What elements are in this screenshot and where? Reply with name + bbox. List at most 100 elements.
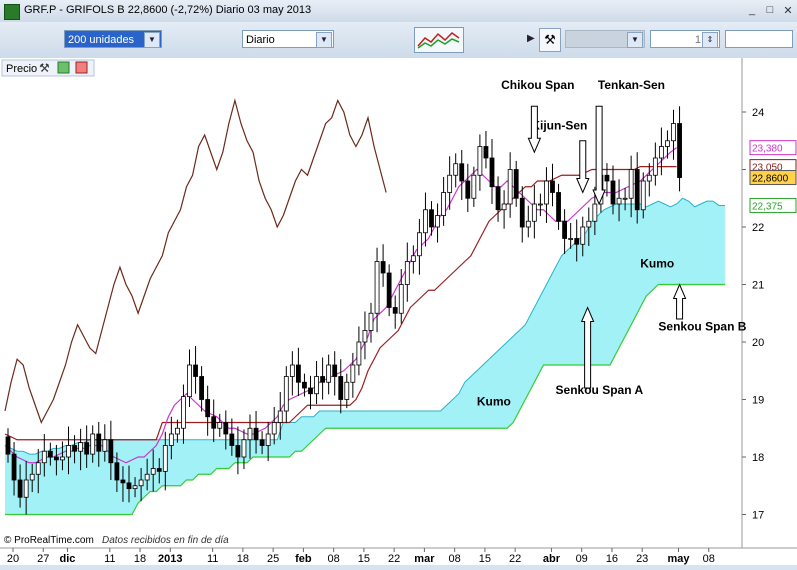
candle-body	[114, 462, 120, 481]
minimize-button[interactable]: _	[748, 4, 756, 16]
candle-body	[162, 445, 168, 472]
indicators-icon	[417, 32, 460, 49]
candle-body	[60, 456, 65, 461]
price-label-box	[749, 140, 797, 156]
period-select[interactable]: Diario ▼	[242, 30, 334, 48]
wrench-icon[interactable]: ⚒	[539, 28, 561, 52]
candle-body	[174, 427, 180, 435]
annotation-label: Senkou Span A	[556, 383, 644, 397]
stepper-arrows-icon[interactable]: ⇕	[702, 32, 718, 48]
candle-body	[568, 238, 574, 240]
candle-body	[471, 174, 477, 199]
candle-body	[659, 146, 664, 159]
x-tick-label: 25	[267, 553, 279, 565]
chevron-down-icon[interactable]: ▼	[316, 32, 332, 48]
window-title: GRF.P - GRIFOLS B 22,8600 (-2,72%) Diari…	[24, 4, 312, 16]
candle-body	[519, 197, 525, 228]
candle-body	[531, 203, 537, 222]
candle-body	[652, 157, 658, 176]
candle-body	[544, 180, 549, 205]
candle-body	[477, 146, 483, 176]
play-icon[interactable]: ▶	[527, 33, 535, 44]
candle-body	[217, 422, 223, 429]
candle-body	[295, 364, 301, 383]
close-button[interactable]: ✕	[783, 5, 793, 17]
candle-body	[525, 220, 531, 228]
chart-area[interactable]: 17 18 19 20 21 22 23 24 20 27 dic 11 18 2013 11 18 25 feb…	[0, 58, 797, 565]
candle-body	[102, 439, 108, 452]
candle-body	[453, 163, 459, 176]
remove-indicator-icon[interactable]	[75, 61, 88, 74]
price-label-box	[749, 170, 797, 186]
annotation-label: Tenkan-Sen	[598, 78, 665, 92]
y-tick-label: 19	[752, 395, 764, 407]
candle-body	[5, 436, 11, 455]
price-label-text: 23,050	[752, 163, 783, 174]
candle-body	[41, 450, 47, 464]
candle-body	[241, 439, 247, 458]
candle-body	[646, 174, 652, 182]
candle-body	[229, 433, 235, 446]
candle-body	[465, 180, 471, 199]
x-tick-label: abr	[543, 553, 561, 565]
y-tick-label: 17	[752, 510, 764, 522]
annotation-label: Senkou Span B	[658, 320, 746, 334]
candle-body	[398, 284, 404, 314]
candle-body	[181, 396, 186, 429]
x-tick-label: 2013	[158, 553, 182, 565]
x-tick-label: 27	[37, 553, 49, 565]
x-tick-label: 22	[388, 553, 400, 565]
candle-body	[435, 215, 440, 228]
price-chart[interactable]: 17 18 19 20 21 22 23 24 20 27 dic 11 18 2013 11 18 25 feb…	[0, 58, 797, 565]
units-select[interactable]: 200 unidades ▼	[64, 30, 162, 48]
price-label-text: 23,380	[752, 144, 783, 155]
candle-body	[392, 307, 398, 314]
price-label-text: 22,8600	[752, 174, 789, 185]
candle-body	[459, 163, 465, 182]
annotation-label: Chikou Span	[501, 78, 574, 92]
candle-body	[168, 433, 174, 446]
x-tick-label: 15	[358, 553, 370, 565]
candle-body	[205, 399, 211, 418]
x-tick-label: 22	[509, 553, 521, 565]
candle-body	[253, 427, 259, 441]
candle-body	[132, 485, 138, 490]
kumo-fill	[5, 198, 725, 515]
candle-body	[441, 192, 447, 216]
candle-body	[11, 453, 17, 481]
x-tick-label: 08	[449, 553, 461, 565]
candle-body	[96, 433, 102, 452]
wrench-icon[interactable]: ⚒	[39, 61, 50, 75]
candle-body	[592, 203, 598, 222]
x-tick-label: mar	[414, 553, 435, 565]
candle-body	[150, 468, 156, 475]
candle-body	[338, 376, 344, 400]
x-tick-label: dic	[59, 553, 75, 565]
indicators-button[interactable]	[414, 27, 464, 53]
candle-body	[187, 364, 192, 398]
y-tick-label: 22	[752, 222, 764, 234]
candle-body	[17, 479, 23, 498]
candle-body	[90, 433, 96, 455]
candle-body	[562, 220, 567, 239]
tenkan-sen-arrow	[592, 105, 606, 206]
add-indicator-icon[interactable]	[57, 61, 70, 74]
count-value: 1	[694, 34, 701, 46]
maximize-button[interactable]: □	[766, 4, 774, 16]
candle-body	[671, 123, 676, 142]
candle-body	[211, 416, 217, 429]
candle-body	[193, 364, 198, 377]
chevron-down-icon[interactable]: ▼	[144, 32, 160, 48]
app-icon	[4, 4, 20, 20]
candle-body	[235, 445, 241, 458]
count-stepper[interactable]: 1 ⇕	[650, 30, 720, 48]
x-tick-label: 23	[636, 553, 648, 565]
senkou-span-b-arrow	[672, 283, 687, 320]
extra-input[interactable]	[725, 30, 793, 48]
candle-body	[380, 261, 386, 274]
candle-body	[29, 473, 35, 481]
candle-body	[513, 169, 519, 199]
candle-body	[447, 174, 453, 193]
candle-body	[374, 261, 380, 314]
